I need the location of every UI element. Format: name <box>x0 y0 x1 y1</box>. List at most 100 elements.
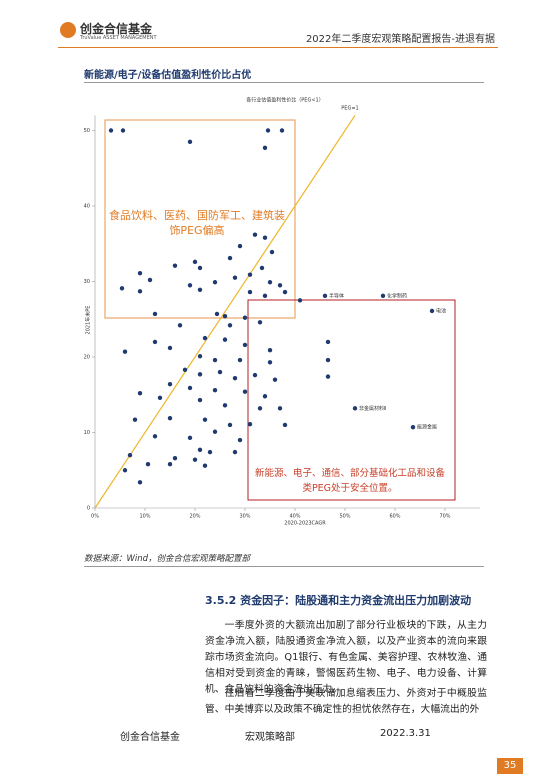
point <box>172 455 178 461</box>
point <box>269 249 275 255</box>
point <box>202 417 208 422</box>
paragraph: 往后看二季度由于美联储加息缩表压力、外资对于中概股监管、中美博弈以及政策不确定性… <box>205 688 487 715</box>
point <box>212 280 218 285</box>
point <box>242 389 248 394</box>
point <box>237 243 243 249</box>
point <box>279 128 285 133</box>
point <box>192 457 198 462</box>
point <box>197 372 203 377</box>
point <box>325 374 331 379</box>
point <box>132 417 138 422</box>
point <box>167 462 173 467</box>
x-tick-label: 10% <box>139 514 150 520</box>
footer-dept: 宏观策略部 <box>245 732 295 743</box>
point <box>252 372 258 378</box>
source: 数据来源：Wind，创金合信宏观策略配置部 <box>84 554 251 564</box>
point <box>267 348 273 353</box>
point <box>257 320 263 325</box>
point <box>214 311 220 317</box>
point <box>197 354 203 359</box>
point <box>119 286 125 291</box>
point <box>120 128 126 133</box>
point <box>257 406 263 411</box>
annotation: 新能源、电子、通信、部分基础化工品和设备类PEG处于安全位置。 <box>255 468 446 494</box>
point <box>122 349 128 354</box>
point <box>277 406 283 411</box>
point <box>122 468 128 473</box>
point <box>259 265 265 271</box>
point-label: 化学制药 <box>387 292 407 299</box>
point <box>262 394 268 399</box>
point <box>282 289 288 295</box>
point <box>137 480 143 485</box>
x-tick-label: 40% <box>289 514 300 520</box>
y-axis-label: 2021年末PE <box>85 306 92 335</box>
point <box>217 369 223 375</box>
point <box>380 293 386 299</box>
point <box>197 265 203 271</box>
point <box>322 293 328 299</box>
point-label: 非金属材料Ⅱ <box>359 405 386 412</box>
point <box>212 429 218 434</box>
point <box>152 434 158 439</box>
point <box>267 280 273 285</box>
point <box>182 367 188 373</box>
logo-cn: 创金合信基金 <box>80 22 153 36</box>
point <box>429 308 435 314</box>
y-tick-label: 50 <box>84 128 90 134</box>
footer-date: 2022.3.31 <box>380 728 431 739</box>
point <box>267 360 273 365</box>
point <box>282 422 288 428</box>
x-axis-label: 2020-2023CAGR <box>284 521 326 527</box>
page-number: 35 <box>497 758 523 774</box>
logo-en: TruValue ASSET MANAGEMENT <box>80 35 157 41</box>
point <box>247 272 253 277</box>
point <box>145 462 151 467</box>
section-rule <box>84 82 484 83</box>
point <box>277 283 283 288</box>
x-tick-label: 20% <box>189 514 200 520</box>
point <box>137 270 143 276</box>
point <box>187 435 193 440</box>
point-label: 电池 <box>436 307 446 314</box>
footer-org: 创金合信基金 <box>120 732 180 743</box>
point <box>202 335 208 341</box>
chart-title: 各行业估值盈利性价比（PEG<1） <box>246 97 323 104</box>
point <box>262 293 268 299</box>
point <box>212 357 218 363</box>
point <box>197 287 203 293</box>
orange-box <box>104 119 296 319</box>
x-tick-label: 50% <box>339 514 350 520</box>
point <box>252 232 258 237</box>
heading: 3.5.2 资金因子：陆股通和主力资金流出压力加剧波动 <box>205 594 472 607</box>
source-rule <box>84 566 484 567</box>
point <box>242 342 248 348</box>
point <box>147 277 153 283</box>
y-tick-label: 0 <box>87 506 90 512</box>
point <box>167 415 173 421</box>
red-box <box>247 299 456 501</box>
point <box>108 128 114 133</box>
point <box>202 463 208 468</box>
point <box>272 377 278 382</box>
point <box>297 298 303 303</box>
point <box>227 255 233 261</box>
point <box>187 283 193 288</box>
point <box>232 449 238 455</box>
paragraph: 一季度外资的大额流出加剧了部分行业板块的下跌，从主力资金净流入额，陆股通资金净流… <box>205 620 487 695</box>
y-tick-label: 40 <box>84 204 90 210</box>
point <box>227 323 233 328</box>
point <box>152 311 158 317</box>
point <box>247 421 253 427</box>
point <box>172 263 178 268</box>
point <box>207 449 213 455</box>
peg-line <box>94 115 356 509</box>
point <box>237 437 243 443</box>
point <box>192 259 198 265</box>
point <box>325 339 331 345</box>
x-tick-label: 60% <box>389 514 400 520</box>
y-tick-label: 20 <box>84 355 90 361</box>
point <box>247 289 253 295</box>
point <box>325 357 331 363</box>
